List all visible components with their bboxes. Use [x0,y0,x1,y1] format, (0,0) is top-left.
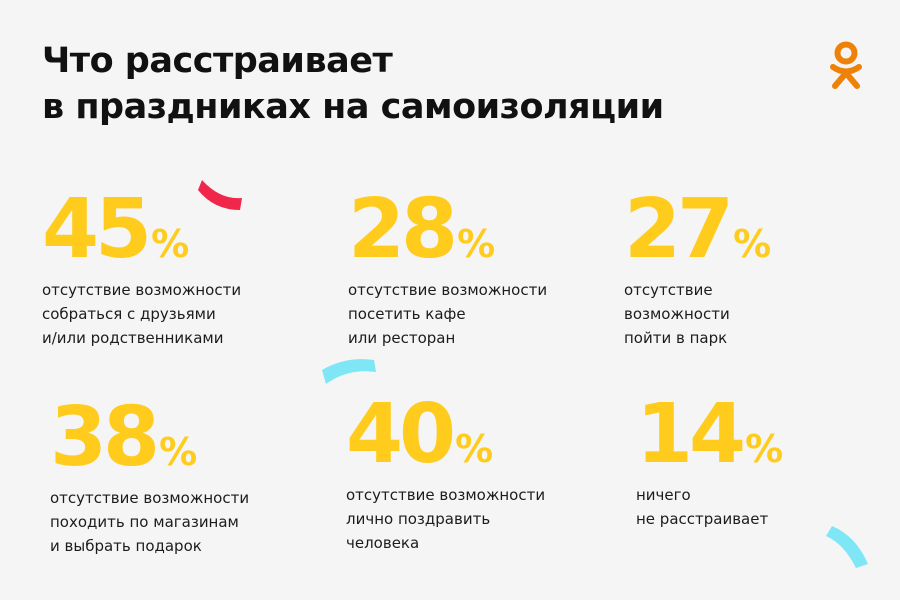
percent-sign: % [455,427,494,471]
stat-description-line: человека [346,534,420,552]
stat-description-line: и/или родственниками [42,329,224,347]
stat-description: отсутствие возможности пойти в парк [624,278,771,350]
stat-description: отсутствие возможности походить по магаз… [50,486,249,558]
page-title: Что расстраивает в праздниках на самоизо… [42,38,664,130]
stat-number: 38 [50,390,160,485]
stat-description-line: отсутствие возможности [348,281,548,299]
stat-description: ничего не расстраивает [636,483,783,531]
red-confetti-icon [198,180,242,210]
stat-description-line: ничего [636,486,691,504]
percent-sign: % [745,427,784,471]
stat-block: 14% ничего не расстраивает [636,393,783,531]
stat-number: 45 [42,182,152,277]
odnoklassniki-logo-icon [830,41,862,89]
percent-sign: % [151,222,190,266]
stat-block: 45% отсутствие возможности собраться с д… [42,188,241,350]
stat-description-line: отсутствие возможности [50,489,250,507]
stat-description-line: походить по магазинам [50,513,239,531]
stat-description-line: лично поздравить [346,510,491,528]
stat-value: 45% [42,188,241,272]
stat-block: 27% отсутствие возможности пойти в парк [624,188,771,350]
stat-block: 40% отсутствие возможности лично поздрав… [346,393,545,555]
stat-value: 27% [624,188,771,272]
page-title-line-1: Что расстраивает [42,41,393,81]
page-title-line-2: в праздниках на самоизоляции [42,87,664,127]
stat-value: 28% [348,188,547,272]
stat-value: 38% [50,396,249,480]
stat-number: 27 [624,182,734,277]
stat-description-line: собраться с друзьями [42,305,216,323]
stat-description-line: и выбрать подарок [50,537,202,555]
stat-description-line: посетить кафе [348,305,466,323]
stat-description-line: отсутствие [624,281,713,299]
stat-description: отсутствие возможности посетить кафе или… [348,278,547,350]
stat-value: 14% [636,393,783,477]
percent-sign: % [159,430,198,474]
stat-description: отсутствие возможности лично поздравить … [346,483,545,555]
stat-number: 14 [636,387,746,482]
stat-number: 40 [346,387,456,482]
percent-sign: % [733,222,772,266]
cyan-confetti-icon [826,526,868,568]
stat-block: 38% отсутствие возможности походить по м… [50,396,249,558]
stat-description-line: или ресторан [348,329,456,347]
stat-description-line: пойти в парк [624,329,728,347]
stat-description-line: возможности [624,305,730,323]
percent-sign: % [457,222,496,266]
stat-description-line: отсутствие возможности [42,281,242,299]
stat-description: отсутствие возможности собраться с друзь… [42,278,241,350]
stat-description-line: не расстраивает [636,510,769,528]
cyan-confetti-icon [322,359,376,384]
stat-number: 28 [348,182,458,277]
stat-description-line: отсутствие возможности [346,486,546,504]
stat-block: 28% отсутствие возможности посетить кафе… [348,188,547,350]
stat-value: 40% [346,393,545,477]
